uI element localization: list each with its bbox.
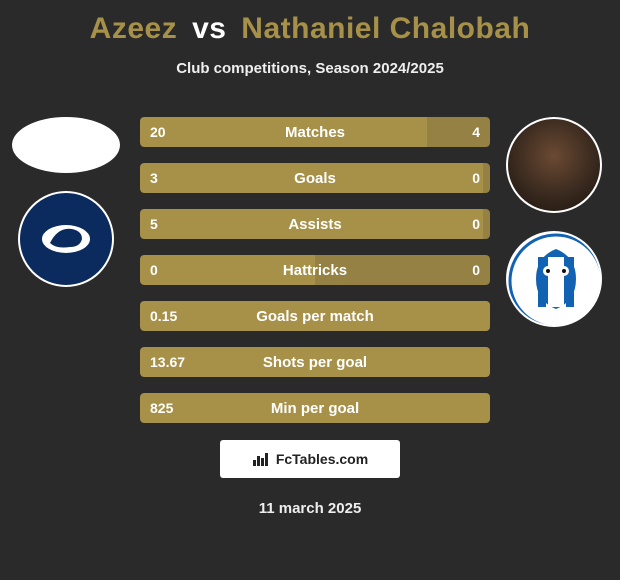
stat-row: Hattricks00 [140,255,490,285]
stat-bar-right [427,117,490,147]
vs-text: vs [192,12,226,45]
stat-bar-right [483,163,490,193]
stat-bar-left [140,255,315,285]
player2-name: Nathaniel Chalobah [241,12,530,45]
stat-bar-left [140,117,427,147]
stat-bar-right [483,209,490,239]
stat-row: Assists50 [140,209,490,239]
brand-text: FcTables.com [276,451,368,467]
player1-column [6,117,126,287]
stat-bar-left [140,209,483,239]
stat-row: Goals per match0.15 [140,301,490,331]
player2-photo [506,117,602,213]
millwall-lion-icon [36,219,96,259]
player1-name: Azeez [90,12,178,45]
stat-row: Shots per goal13.67 [140,347,490,377]
stat-bar-left [140,393,490,423]
comparison-title: Azeez vs Nathaniel Chalobah [0,0,620,46]
competition-subtitle: Club competitions, Season 2024/2025 [0,60,620,77]
stat-row: Min per goal825 [140,393,490,423]
stat-bars-container: Matches204 Goals30 Assists50 Hattricks00 Goa… [140,117,490,439]
player1-photo [12,117,120,173]
stat-bar-left [140,301,490,331]
sheffield-wednesday-owl-icon [508,233,602,327]
fctables-logo-icon [252,450,270,468]
stat-bar-left [140,347,490,377]
brand-watermark: FcTables.com [220,440,400,478]
stat-row: Matches204 [140,117,490,147]
stat-bar-right [315,255,490,285]
player2-column [494,117,614,327]
stat-row: Goals30 [140,163,490,193]
club2-crest [506,231,602,327]
club1-crest [18,191,114,287]
stat-bar-left [140,163,483,193]
snapshot-date: 11 march 2025 [0,500,620,517]
